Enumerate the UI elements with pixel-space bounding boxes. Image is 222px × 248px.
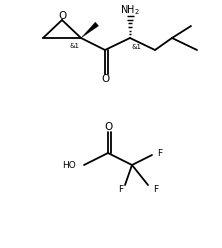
- Text: F: F: [119, 185, 124, 193]
- Text: O: O: [101, 74, 109, 84]
- Polygon shape: [81, 22, 99, 38]
- Text: F: F: [157, 150, 162, 158]
- Text: O: O: [104, 122, 112, 132]
- Text: HO: HO: [62, 161, 76, 171]
- Text: NH$_2$: NH$_2$: [120, 4, 140, 17]
- Text: &1: &1: [69, 43, 79, 49]
- Text: &1: &1: [131, 44, 141, 50]
- Text: F: F: [153, 185, 158, 193]
- Text: O: O: [58, 11, 66, 21]
